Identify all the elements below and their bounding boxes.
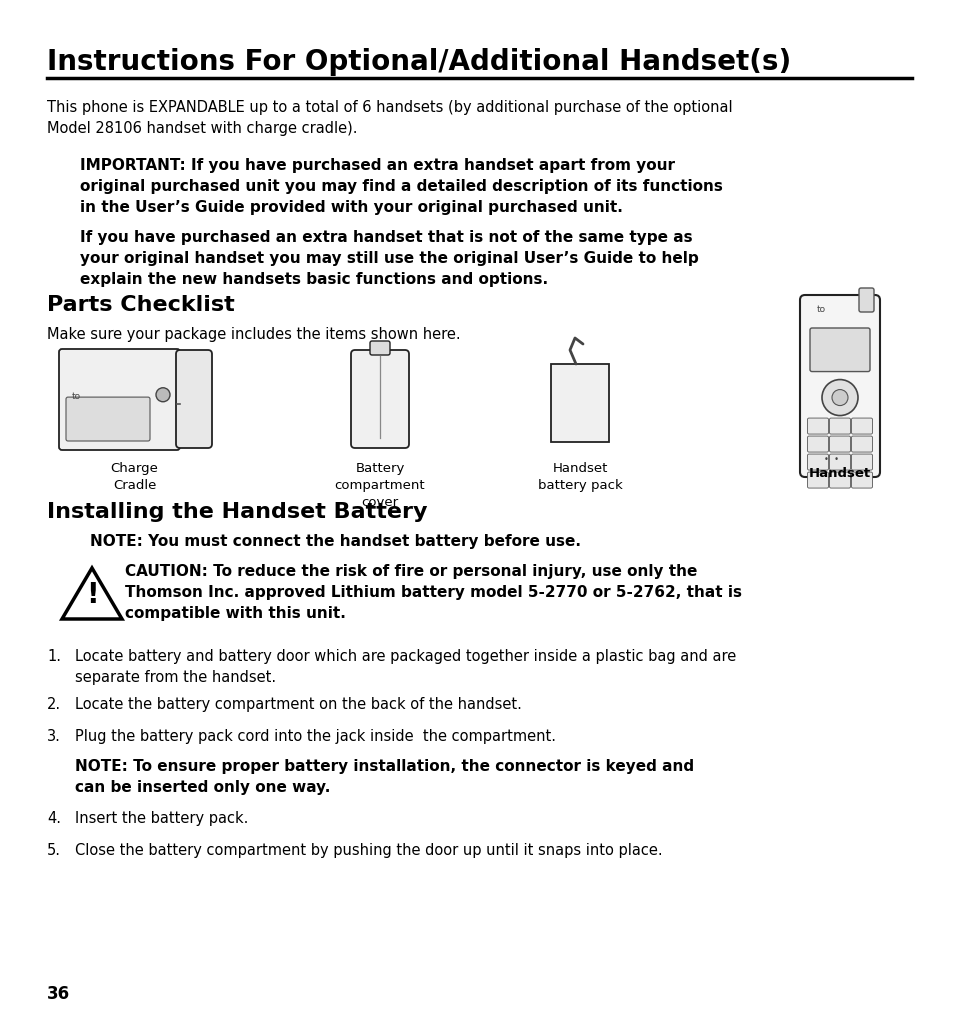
Circle shape: [156, 387, 170, 402]
Text: NOTE: You must connect the handset battery before use.: NOTE: You must connect the handset batte…: [90, 534, 580, 549]
Text: Battery
compartment
cover: Battery compartment cover: [335, 462, 425, 509]
Text: •  •: • •: [823, 455, 839, 464]
Text: 1.: 1.: [47, 649, 61, 664]
FancyBboxPatch shape: [800, 295, 879, 477]
Text: This phone is EXPANDABLE up to a total of 6 handsets (by additional purchase of : This phone is EXPANDABLE up to a total o…: [47, 100, 732, 136]
Text: 5.: 5.: [47, 843, 61, 858]
Text: NOTE: To ensure proper battery installation, the connector is keyed and
can be i: NOTE: To ensure proper battery installat…: [75, 758, 694, 795]
Text: Plug the battery pack cord into the jack inside  the compartment.: Plug the battery pack cord into the jack…: [75, 729, 556, 744]
FancyBboxPatch shape: [851, 454, 872, 470]
Text: Handset
battery pack: Handset battery pack: [537, 462, 621, 492]
FancyBboxPatch shape: [828, 473, 850, 488]
FancyBboxPatch shape: [351, 350, 409, 448]
Text: Insert the battery pack.: Insert the battery pack.: [75, 811, 248, 826]
Text: IMPORTANT: If you have purchased an extra handset apart from your
original purch: IMPORTANT: If you have purchased an extr…: [80, 158, 722, 215]
Circle shape: [831, 390, 847, 406]
FancyBboxPatch shape: [66, 397, 150, 441]
FancyBboxPatch shape: [851, 418, 872, 434]
FancyBboxPatch shape: [59, 348, 180, 450]
Text: 4.: 4.: [47, 811, 61, 826]
Text: Handset: Handset: [808, 467, 870, 480]
Text: Locate the battery compartment on the back of the handset.: Locate the battery compartment on the ba…: [75, 697, 521, 712]
FancyBboxPatch shape: [806, 454, 827, 470]
Text: Parts Checklist: Parts Checklist: [47, 295, 234, 315]
FancyBboxPatch shape: [806, 473, 827, 488]
FancyBboxPatch shape: [851, 436, 872, 452]
FancyBboxPatch shape: [806, 436, 827, 452]
FancyBboxPatch shape: [851, 473, 872, 488]
Text: to: to: [71, 393, 81, 401]
Text: Installing the Handset Battery: Installing the Handset Battery: [47, 502, 427, 522]
Text: Make sure your package includes the items shown here.: Make sure your package includes the item…: [47, 327, 460, 342]
Text: If you have purchased an extra handset that is not of the same type as
your orig: If you have purchased an extra handset t…: [80, 230, 698, 287]
Text: Close the battery compartment by pushing the door up until it snaps into place.: Close the battery compartment by pushing…: [75, 843, 662, 858]
FancyBboxPatch shape: [806, 418, 827, 434]
FancyBboxPatch shape: [828, 436, 850, 452]
Text: Instructions For Optional/Additional Handset(s): Instructions For Optional/Additional Han…: [47, 48, 790, 76]
Text: !: !: [86, 581, 98, 609]
FancyBboxPatch shape: [370, 341, 390, 355]
Text: 2.: 2.: [47, 697, 61, 712]
Polygon shape: [62, 568, 122, 619]
FancyBboxPatch shape: [828, 454, 850, 470]
Circle shape: [821, 379, 857, 415]
FancyBboxPatch shape: [828, 418, 850, 434]
FancyBboxPatch shape: [175, 350, 212, 448]
Text: Locate battery and battery door which are packaged together inside a plastic bag: Locate battery and battery door which ar…: [75, 649, 736, 685]
FancyBboxPatch shape: [858, 288, 873, 312]
Text: 36: 36: [47, 985, 71, 1003]
Text: CAUTION: To reduce the risk of fire or personal injury, use only the
Thomson Inc: CAUTION: To reduce the risk of fire or p…: [125, 564, 741, 621]
Text: to: to: [816, 305, 825, 314]
Text: Charge
Cradle: Charge Cradle: [111, 462, 158, 492]
Bar: [551, 364, 608, 442]
FancyBboxPatch shape: [809, 328, 869, 371]
Text: 3.: 3.: [47, 729, 61, 744]
